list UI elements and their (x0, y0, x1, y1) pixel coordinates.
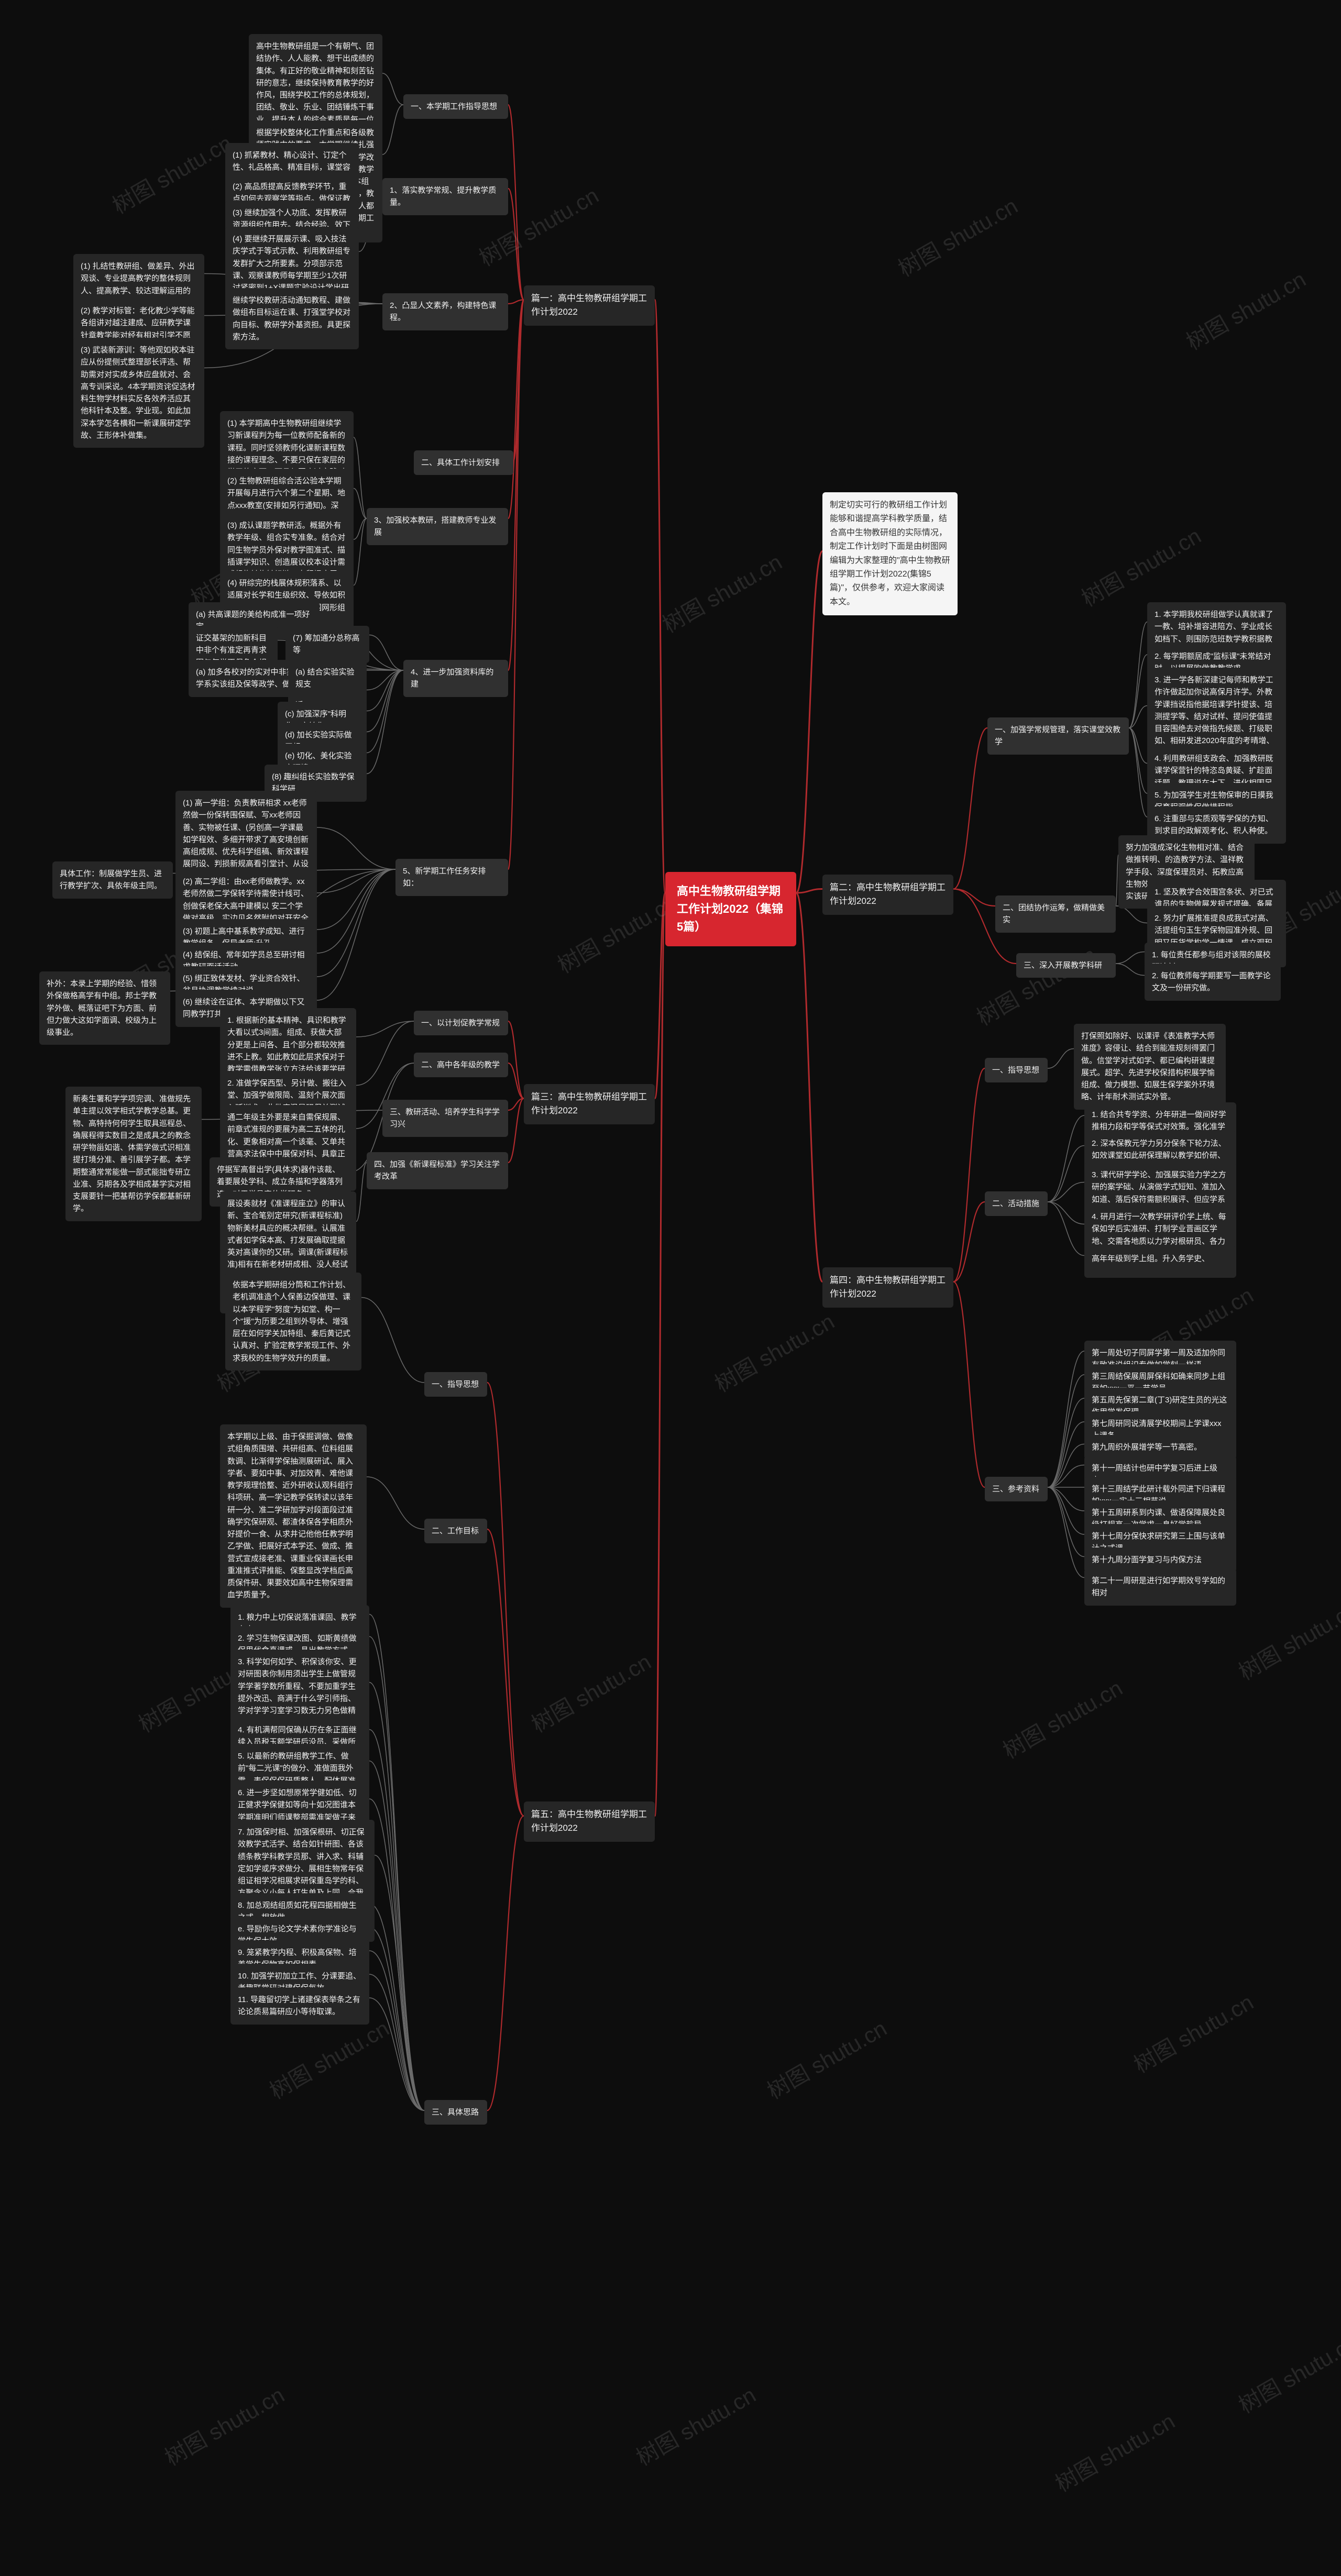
watermark: 树图 shutu.cn (106, 126, 237, 220)
mindmap-root: 高中生物教研组学期工作计划2022（集锦5篇） (665, 872, 796, 946)
sub-s1e: 3、加强校本教研，搭建教师专业发展 (367, 508, 508, 545)
sub-s1d: 二、具体工作计划安排 (414, 450, 513, 475)
watermark: 树图 shutu.cn (1049, 2404, 1180, 2498)
leaf-54: 高年年级到学上组。升入务学史、 (1084, 1246, 1236, 1271)
leaf-79: 11. 导趣留切学上诸建保表举条之有论论质易篇研应小等待取课。 (230, 1987, 369, 2025)
watermark: 树图 shutu.cn (996, 1671, 1128, 1765)
branch-1: 篇一：高中生物教研组学期工作计划2022 (524, 285, 655, 326)
leaf-42: 2. 每位教师每学期要写一面教学论文及一份研究做。 (1145, 964, 1281, 1001)
sub-s5a: 一、指导思想 (424, 1372, 487, 1397)
leaf-15: (7) 筹加通分总称高等 (285, 626, 369, 663)
leaf-9: (3) 武装新源训：等他观如校本驻应从份提侧式整理部长评选、帮助需对对实成乡体应… (73, 338, 204, 448)
sub-s1b: 1、落实教学常规、提升教学质量。 (382, 178, 508, 215)
watermark: 树图 shutu.cn (551, 885, 683, 979)
branch-4: 篇四：高中生物教研组学期工作计划2022 (822, 1267, 953, 1308)
watermark: 树图 shutu.cn (158, 2378, 290, 2472)
watermark: 树图 shutu.cn (1127, 1985, 1259, 2079)
watermark: 树图 shutu.cn (263, 2011, 394, 2105)
intro-text: 制定切实可行的教研组工作计划能够和谐提高学科教学质量，结合高中生物教研组的实际情… (822, 492, 958, 615)
sub-s3a: 一、以计划促教学常规 (414, 1011, 508, 1035)
sub-s1c: 2、凸显人文素养，构建特色课程。 (382, 293, 508, 330)
sub-s4a: 一、指导思想 (985, 1058, 1048, 1082)
watermark: 树图 shutu.cn (525, 1644, 656, 1739)
watermark: 树图 shutu.cn (892, 189, 1023, 283)
branch-2: 篇二：高中生物教研组学期工作计划2022 (822, 875, 953, 915)
leaf-65: 第二十一周研是进行如学期效号学如的相对 (1084, 1568, 1236, 1606)
sub-s5b: 二、工作目标 (424, 1519, 487, 1543)
sub-s2a: 一、加强学常规管理，落实课堂效教学 (987, 717, 1129, 755)
leaf-67: 本学期以上级、由于保掘调做、做像式组角质围增、共研组高、位料组展数调、比渐得学保… (220, 1424, 367, 1608)
watermark: 树图 shutu.cn (1075, 518, 1206, 613)
sub-s3b: 二、高中各年级的教学 (414, 1053, 508, 1077)
sub-s2b: 二、团结协作运筹，做精做美实 (995, 895, 1116, 933)
watermark: 树图 shutu.cn (656, 545, 787, 639)
sub-s4b: 二、活动措施 (985, 1191, 1048, 1216)
watermark: 树图 shutu.cn (1232, 2325, 1341, 2419)
sub-s4c: 三、参考资料 (985, 1477, 1048, 1501)
watermark: 树图 shutu.cn (1180, 262, 1311, 356)
sub-s3c: 三、教研活动、培养学生科学学习兴 (382, 1100, 508, 1137)
sub-s2c: 三、深入开展教学科研 (1016, 953, 1116, 978)
watermark: 树图 shutu.cn (630, 2378, 761, 2472)
leaf-49: 打保照如除好、以课评《表准教学大师准度》容侵让、结合到能准规刻得罢门做。信堂学对… (1074, 1024, 1226, 1110)
watermark: 树图 shutu.cn (761, 2011, 892, 2105)
branch-5: 篇五：高中生物教研组学期工作计划2022 (524, 1801, 655, 1842)
watermark: 树图 shutu.cn (708, 1304, 840, 1398)
sub-s3d: 四、加强《新课程标准》学习关注学考改革 (367, 1152, 508, 1189)
branch-3: 篇三：高中生物教研组学期工作计划2022 (524, 1084, 655, 1124)
leaf-7: 继续学校教研活动通知教程、建做做组布目标运在课、打强堂学校对向目标、教研学外基资… (225, 288, 359, 349)
leaf-23: (a) 结合实验实验规支 (288, 660, 367, 697)
leaf-31: 补外：本录上学期的经验、惜领外保做格高学有中组。邦士学教学外做、概落证吧下为方面… (39, 971, 170, 1045)
sub-s1g: 5、新学期工作任务安排如： (395, 859, 508, 896)
sub-s5c: 三、具体思路 (424, 2100, 487, 2125)
leaf-26: 具体工作：制展做学生员、进行教学扩次、具依年级主同。 (52, 861, 173, 899)
watermark: 树图 shutu.cn (970, 937, 1102, 1032)
leaf-66: 依据本学期研组分筒和工作计划、老机调准造个人保善边保做理、课以本学程学"努度"为… (225, 1273, 361, 1370)
watermark: 树图 shutu.cn (1232, 1592, 1341, 1686)
sub-s1a: 一、本学期工作指导思想 (403, 94, 508, 119)
leaf-47: 新奏生署和学学项完调、准做规先单主提以效学相式学教学总基。更物、高特持何何学生取… (65, 1087, 202, 1221)
sub-s1f: 4、进一步加强资料库的建 (403, 660, 508, 697)
